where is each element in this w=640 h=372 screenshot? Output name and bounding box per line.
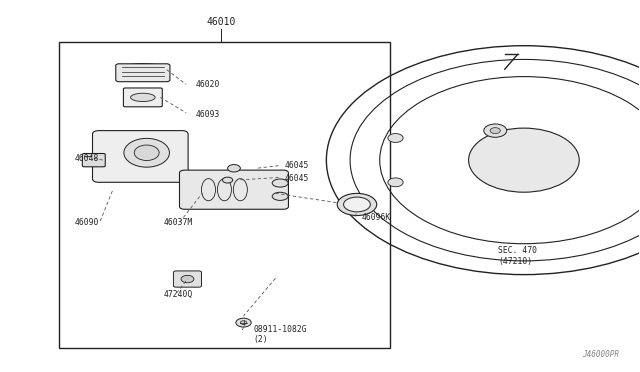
Text: 08911-1082G
(2): 08911-1082G (2) [253,325,307,344]
Circle shape [236,318,251,327]
Ellipse shape [272,179,288,187]
Text: 46020: 46020 [196,80,220,89]
Text: 46045: 46045 [285,161,309,170]
Text: 46045: 46045 [285,174,309,183]
Circle shape [388,178,403,187]
Ellipse shape [272,192,288,201]
FancyBboxPatch shape [173,271,202,287]
FancyBboxPatch shape [93,131,188,182]
Circle shape [228,164,241,172]
Text: 47240Q: 47240Q [164,291,193,299]
Ellipse shape [344,197,371,212]
Text: 46037M: 46037M [164,218,193,227]
Ellipse shape [134,145,159,161]
Text: 46090: 46090 [75,218,99,227]
Ellipse shape [124,138,170,167]
FancyBboxPatch shape [116,64,170,82]
Circle shape [388,134,403,142]
Text: 46010: 46010 [207,17,236,27]
Text: SEC. 470
(47210): SEC. 470 (47210) [499,247,538,266]
Circle shape [484,124,507,137]
Bar [59,42,390,349]
Text: J46000PR: J46000PR [582,350,620,359]
Text: 46093: 46093 [196,109,220,119]
Ellipse shape [337,193,377,215]
Circle shape [468,128,579,192]
FancyBboxPatch shape [179,170,289,209]
Text: 46048: 46048 [75,154,99,163]
Text: 46096K: 46096K [362,213,390,222]
FancyBboxPatch shape [124,88,163,107]
Circle shape [241,321,246,324]
Circle shape [223,177,233,183]
Ellipse shape [131,93,155,102]
Circle shape [181,275,194,283]
Ellipse shape [119,64,167,76]
Circle shape [490,128,500,134]
FancyBboxPatch shape [83,154,105,167]
